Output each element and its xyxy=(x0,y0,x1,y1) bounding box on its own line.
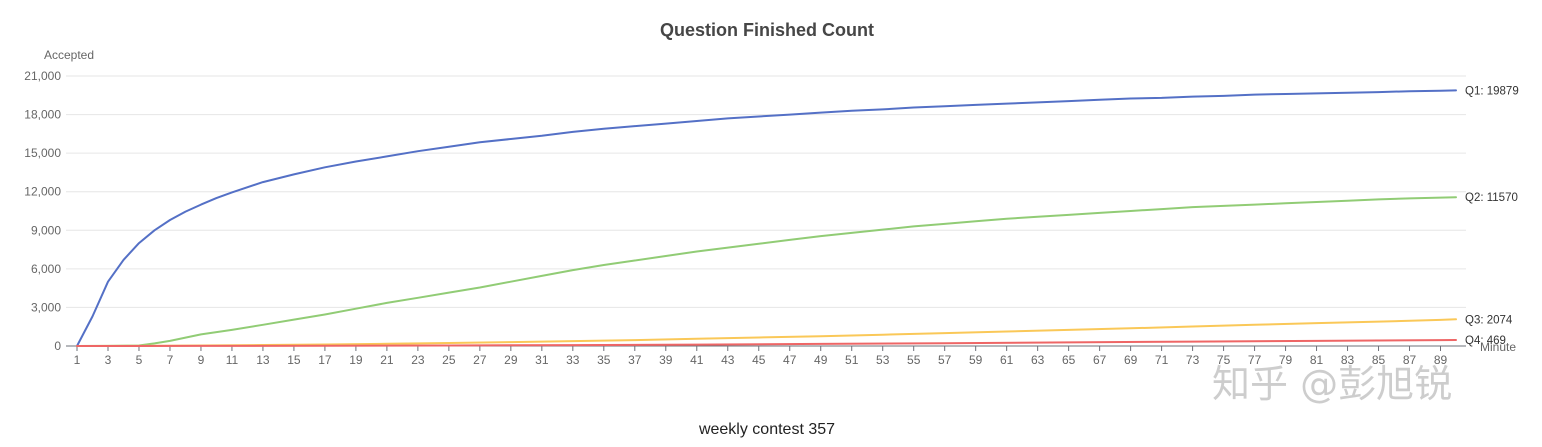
x-tick-label: 25 xyxy=(442,353,456,367)
watermark: 知乎 @彭旭锐 xyxy=(1212,362,1452,406)
x-tick-label: 79 xyxy=(1279,353,1293,367)
x-tick-label: 81 xyxy=(1310,353,1324,367)
x-tick-label: 39 xyxy=(659,353,673,367)
x-tick-label: 3 xyxy=(105,353,112,367)
chart-title: Question Finished Count xyxy=(660,20,874,40)
end-label-q3: Q3: 2074 xyxy=(1465,314,1513,326)
x-tick-label: 11 xyxy=(226,353,239,367)
end-label-q4: Q4: 469 xyxy=(1465,335,1506,347)
y-tick-label: 6,000 xyxy=(31,262,61,276)
x-tick-label: 23 xyxy=(411,353,425,367)
y-tick-label: 15,000 xyxy=(24,146,61,160)
x-tick-label: 31 xyxy=(535,353,549,367)
x-tick-label: 35 xyxy=(597,353,611,367)
end-label-q2: Q2: 11570 xyxy=(1465,192,1518,204)
x-tick-label: 55 xyxy=(907,353,921,367)
x-tick-label: 75 xyxy=(1217,353,1231,367)
x-tick-label: 89 xyxy=(1434,353,1448,367)
x-tick-label: 63 xyxy=(1031,353,1045,367)
x-tick-label: 87 xyxy=(1403,353,1417,367)
x-tick-label: 19 xyxy=(349,353,363,367)
x-tick-label: 69 xyxy=(1124,353,1138,367)
y-tick-label: 21,000 xyxy=(24,69,61,83)
x-tick-label: 5 xyxy=(136,353,143,367)
x-tick-label: 17 xyxy=(318,353,332,367)
x-tick-label: 41 xyxy=(690,353,704,367)
x-tick-label: 45 xyxy=(752,353,766,367)
x-tick-label: 73 xyxy=(1186,353,1200,367)
y-tick-label: 12,000 xyxy=(24,185,61,199)
x-tick-label: 59 xyxy=(969,353,983,367)
end-label-q1: Q1: 19879 xyxy=(1465,85,1519,97)
x-tick-label: 13 xyxy=(256,353,270,367)
x-tick-label: 67 xyxy=(1093,353,1107,367)
x-tick-label: 9 xyxy=(198,353,205,367)
x-tick-label: 83 xyxy=(1341,353,1355,367)
x-tick-label: 65 xyxy=(1062,353,1076,367)
x-tick-label: 7 xyxy=(167,353,174,367)
x-tick-label: 27 xyxy=(473,353,487,367)
x-tick-label: 77 xyxy=(1248,353,1262,367)
series-line-q3 xyxy=(76,318,1457,347)
x-tick-label: 71 xyxy=(1155,353,1169,367)
y-tick-label: 3,000 xyxy=(31,300,61,314)
series-line-q4 xyxy=(76,339,1457,347)
series-line-q1 xyxy=(76,89,1457,347)
x-tick-label: 85 xyxy=(1372,353,1386,367)
x-tick-label: 37 xyxy=(628,353,642,367)
y-axis-title: Accepted xyxy=(44,48,94,62)
y-tick-label: 18,000 xyxy=(24,108,61,122)
y-tick-label: 0 xyxy=(54,339,61,353)
y-axis-ticks: 0 3,000 6,000 9,000 12,000 15,000 18,000 21,000 xyxy=(24,69,61,353)
y-tick-label: 9,000 xyxy=(31,223,61,237)
x-tick-label: 33 xyxy=(566,353,580,367)
x-axis-ticks: 1 3 5 7 9 11 13 15 17 19 21 23 25 27 29 31 33 35 37 39 41 43 4… xyxy=(74,346,1448,367)
series-end-labels: Q1: 19879 Q2: 11570 Q3: 2074 Q4: 469 xyxy=(1465,85,1519,347)
x-tick-label: 1 xyxy=(74,353,81,367)
x-tick-label: 61 xyxy=(1000,353,1014,367)
series-line-q2 xyxy=(76,196,1457,347)
gridlines xyxy=(66,75,1466,308)
x-axis-title: Minute xyxy=(1480,340,1516,354)
x-tick-label: 57 xyxy=(938,353,952,367)
x-tick-label: 43 xyxy=(721,353,735,367)
series-lines xyxy=(76,89,1457,347)
x-tick-label: 51 xyxy=(845,353,859,367)
x-tick-label: 21 xyxy=(380,353,394,367)
x-tick-label: 29 xyxy=(504,353,518,367)
x-tick-label: 47 xyxy=(783,353,797,367)
x-tick-label: 53 xyxy=(876,353,890,367)
x-tick-label: 49 xyxy=(814,353,828,367)
x-tick-label: 15 xyxy=(287,353,301,367)
chart-caption: weekly contest 357 xyxy=(698,421,835,438)
